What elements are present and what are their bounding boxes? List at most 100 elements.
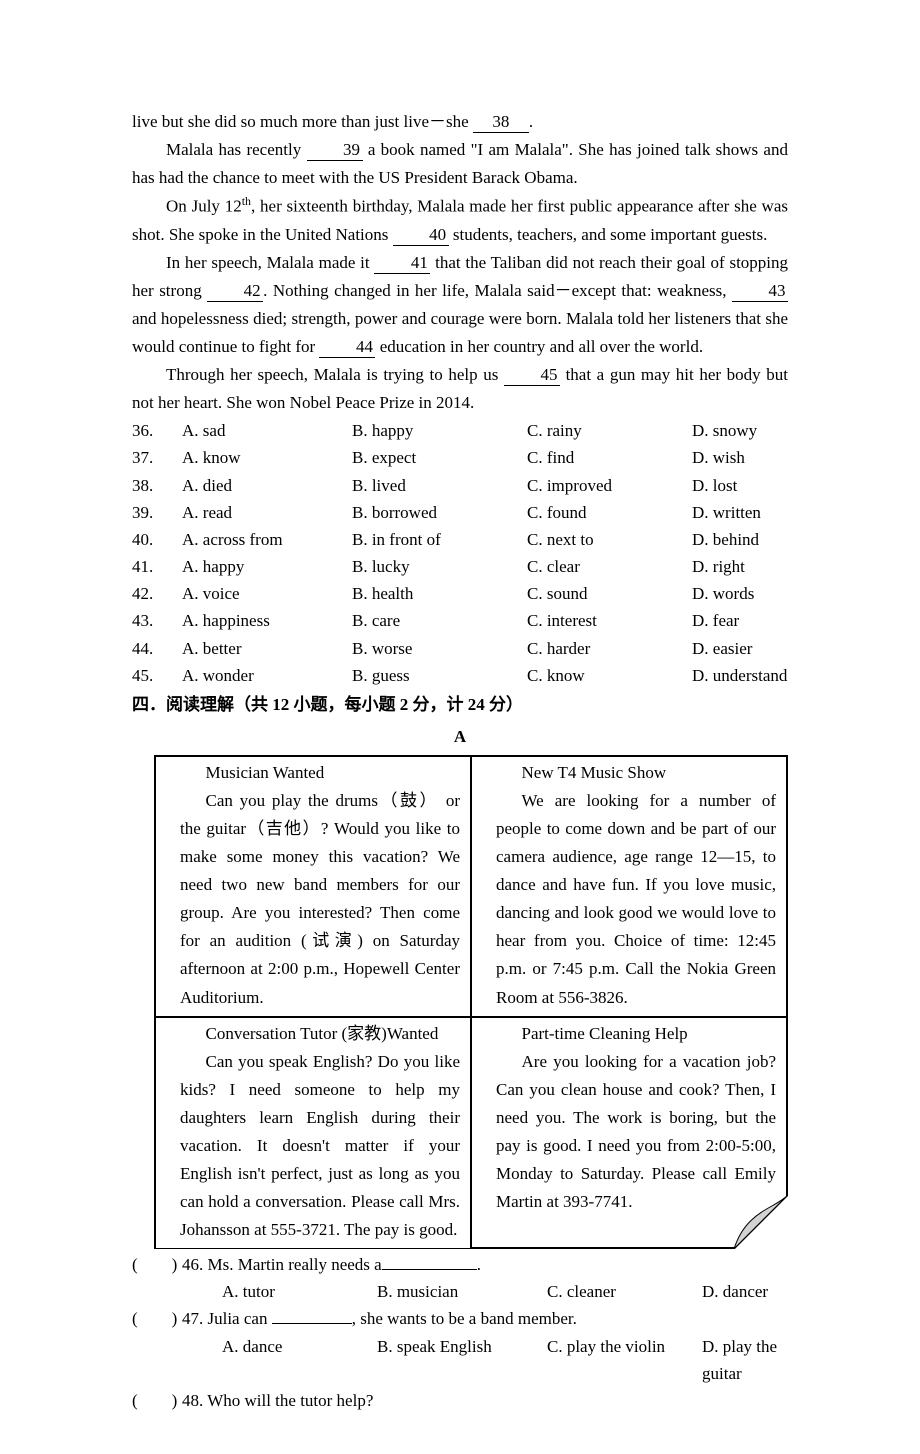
blank-43[interactable]: 43 [732, 282, 788, 302]
opt-b[interactable]: B. in front of [352, 526, 527, 553]
opt-num: 39. [132, 499, 182, 526]
opt-c[interactable]: C. interest [527, 607, 692, 634]
option-row: 38. A. died B. lived C. improved D. lost [132, 472, 788, 499]
opt-a[interactable]: A. read [182, 499, 352, 526]
option-row: 41. A. happy B. lucky C. clear D. right [132, 553, 788, 580]
opt-b[interactable]: B. lucky [352, 553, 527, 580]
opt-b[interactable]: B. guess [352, 662, 527, 689]
opt-c[interactable]: C. found [527, 499, 692, 526]
opt-a[interactable]: A. died [182, 472, 352, 499]
ad-music-show: New T4 Music Show We are looking for a n… [471, 756, 787, 1016]
blank-42[interactable]: 42 [207, 282, 263, 302]
text: On July 12 [166, 197, 242, 216]
fillin-46[interactable] [382, 1252, 477, 1270]
cloze-options: 36. A. sad B. happy C. rainy D. snowy 37… [132, 417, 788, 689]
opt-d[interactable]: D. snowy [692, 417, 788, 444]
opt-a[interactable]: A. happy [182, 553, 352, 580]
text: . Nothing changed in her life, Malala sa… [263, 281, 732, 300]
ad-musician: Musician Wanted Can you play the drums（鼓… [155, 756, 471, 1016]
opt-b[interactable]: B. happy [352, 417, 527, 444]
opt-d[interactable]: D. wish [692, 444, 788, 471]
passage-para-3: On July 12th, her sixteenth birthday, Ma… [132, 192, 788, 249]
opt-d[interactable]: D. right [692, 553, 788, 580]
opt-a[interactable]: A. across from [182, 526, 352, 553]
opt-c[interactable]: C. rainy [527, 417, 692, 444]
q48-text: 48. Who will the tutor help? [182, 1387, 788, 1414]
opt-a[interactable]: A. know [182, 444, 352, 471]
opt-c[interactable]: C. cleaner [547, 1278, 702, 1305]
opt-b[interactable]: B. lived [352, 472, 527, 499]
opt-c[interactable]: C. find [527, 444, 692, 471]
opt-b[interactable]: B. expect [352, 444, 527, 471]
opt-a[interactable]: A. dance [222, 1333, 377, 1387]
opt-a[interactable]: A. sad [182, 417, 352, 444]
opt-num: 45. [132, 662, 182, 689]
opt-c[interactable]: C. know [527, 662, 692, 689]
opt-b[interactable]: B. worse [352, 635, 527, 662]
opt-a[interactable]: A. happiness [182, 607, 352, 634]
opt-b[interactable]: B. borrowed [352, 499, 527, 526]
opt-d[interactable]: D. understand [692, 662, 788, 689]
option-row: 36. A. sad B. happy C. rainy D. snowy [132, 417, 788, 444]
opt-d[interactable]: D. words [692, 580, 788, 607]
opt-c[interactable]: C. clear [527, 553, 692, 580]
ad-tutor: Conversation Tutor (家教)Wanted Can you sp… [155, 1017, 471, 1248]
opt-a[interactable]: A. voice [182, 580, 352, 607]
opt-num: 42. [132, 580, 182, 607]
exam-page: live but she did so much more than just … [0, 0, 920, 1454]
opt-num: 44. [132, 635, 182, 662]
option-row: 40. A. across from B. in front of C. nex… [132, 526, 788, 553]
ad-body: Are you looking for a vacation job? Can … [496, 1048, 776, 1216]
text: education in her country and all over th… [375, 337, 703, 356]
opt-d[interactable]: D. dancer [702, 1278, 788, 1305]
opt-d[interactable]: D. written [692, 499, 788, 526]
option-row: 42. A. voice B. health C. sound D. words [132, 580, 788, 607]
opt-c[interactable]: C. sound [527, 580, 692, 607]
option-row: 45. A. wonder B. guess C. know D. unders… [132, 662, 788, 689]
opt-num: 40. [132, 526, 182, 553]
opt-c[interactable]: C. harder [527, 635, 692, 662]
text: Through her speech, Malala is trying to … [166, 365, 504, 384]
opt-d[interactable]: D. lost [692, 472, 788, 499]
opt-c[interactable]: C. next to [527, 526, 692, 553]
answer-paren[interactable]: ( ) [132, 1305, 182, 1332]
opt-d[interactable]: D. play the guitar [702, 1333, 788, 1387]
blank-44[interactable]: 44 [319, 338, 375, 358]
opt-c[interactable]: C. play the violin [547, 1333, 702, 1387]
opt-num: 41. [132, 553, 182, 580]
page-curl-icon [734, 1195, 788, 1249]
ad-title: Part-time Cleaning Help [496, 1020, 776, 1048]
opt-a[interactable]: A. tutor [222, 1278, 377, 1305]
opt-b[interactable]: B. care [352, 607, 527, 634]
blank-39[interactable]: 39 [307, 141, 363, 161]
text: In her speech, Malala made it [166, 253, 374, 272]
q47-row: ( ) 47. Julia can , she wants to be a ba… [132, 1305, 788, 1332]
q46-text: 46. Ms. Martin really needs a. [182, 1251, 788, 1278]
opt-b[interactable]: B. speak English [377, 1333, 547, 1387]
q46-row: ( ) 46. Ms. Martin really needs a. [132, 1251, 788, 1278]
opt-d[interactable]: D. behind [692, 526, 788, 553]
opt-b[interactable]: B. musician [377, 1278, 547, 1305]
blank-41[interactable]: 41 [374, 254, 430, 274]
text: . [529, 112, 533, 131]
ad-title: New T4 Music Show [496, 759, 776, 787]
fillin-47[interactable] [272, 1306, 352, 1324]
opt-a[interactable]: A. wonder [182, 662, 352, 689]
opt-d[interactable]: D. easier [692, 635, 788, 662]
reading-questions: ( ) 46. Ms. Martin really needs a. A. tu… [132, 1251, 788, 1414]
opt-a[interactable]: A. better [182, 635, 352, 662]
opt-num: 43. [132, 607, 182, 634]
ad-body: We are looking for a number of people to… [496, 787, 776, 1011]
opt-b[interactable]: B. health [352, 580, 527, 607]
blank-45[interactable]: 45 [504, 366, 560, 386]
ads-box: Musician Wanted Can you play the drums（鼓… [154, 755, 788, 1249]
passage-para-4: In her speech, Malala made it 41 that th… [132, 249, 788, 361]
opt-d[interactable]: D. fear [692, 607, 788, 634]
opt-c[interactable]: C. improved [527, 472, 692, 499]
option-row: 43. A. happiness B. care C. interest D. … [132, 607, 788, 634]
blank-38[interactable]: 38 [473, 113, 529, 133]
answer-paren[interactable]: ( ) [132, 1387, 182, 1414]
answer-paren[interactable]: ( ) [132, 1251, 182, 1278]
blank-40[interactable]: 40 [393, 226, 449, 246]
ad-title: Musician Wanted [180, 759, 460, 787]
